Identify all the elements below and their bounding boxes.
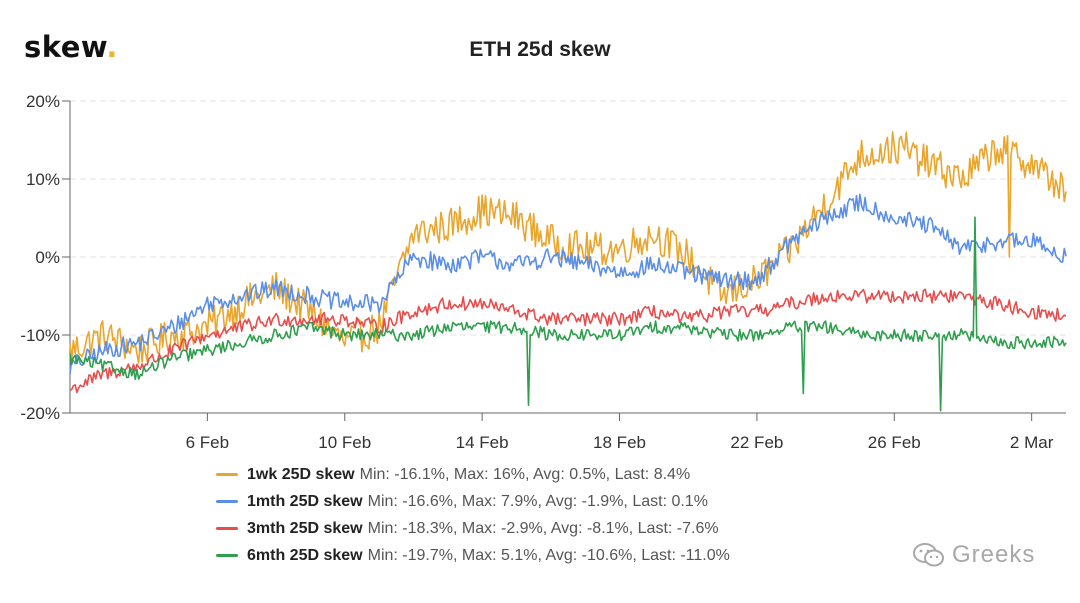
y-tick-label: 10% bbox=[26, 170, 60, 189]
x-tick-label: 14 Feb bbox=[456, 433, 509, 452]
y-tick-label: -10% bbox=[20, 326, 60, 345]
series-line-3mth bbox=[69, 288, 1067, 394]
x-tick-label: 22 Feb bbox=[730, 433, 783, 452]
legend-item[interactable]: 3mth 25D skew Min: -18.3%, Max: -2.9%, Av… bbox=[216, 515, 730, 542]
legend-item[interactable]: 6mth 25D skew Min: -19.7%, Max: 5.1%, Avg… bbox=[216, 542, 730, 569]
legend-item[interactable]: 1wk 25D skew Min: -16.1%, Max: 16%, Avg: … bbox=[216, 461, 730, 488]
legend-swatch bbox=[216, 527, 238, 530]
x-tick-label: 2 Mar bbox=[1010, 433, 1054, 452]
y-tick-label: 20% bbox=[26, 92, 60, 111]
legend-series-name: 1wk 25D skew bbox=[247, 465, 355, 483]
legend-series-name: 3mth 25D skew bbox=[247, 519, 363, 537]
logo-text: skew bbox=[24, 30, 107, 64]
wechat-icon bbox=[913, 543, 944, 567]
legend-item[interactable]: 1mth 25D skew Min: -16.6%, Max: 7.9%, Avg… bbox=[216, 488, 730, 515]
chart-legend: 1wk 25D skew Min: -16.1%, Max: 16%, Avg: … bbox=[216, 461, 730, 569]
legend-series-name: 1mth 25D skew bbox=[247, 492, 363, 510]
legend-swatch bbox=[216, 554, 238, 557]
x-tick-label: 18 Feb bbox=[593, 433, 646, 452]
x-tick-label: 26 Feb bbox=[868, 433, 921, 452]
chart-title: ETH 25d skew bbox=[469, 38, 611, 61]
series-layer bbox=[69, 131, 1067, 412]
logo-dot: . bbox=[106, 30, 118, 64]
watermark-text: Greeks bbox=[952, 541, 1036, 568]
x-tick-label: 10 Feb bbox=[318, 433, 371, 452]
watermark: Greeks bbox=[912, 541, 1035, 569]
legend-swatch bbox=[216, 473, 238, 476]
legend-series-stats: Min: -16.6%, Max: 7.9%, Avg: -1.9%, Last… bbox=[367, 492, 708, 510]
x-tick-label: 6 Feb bbox=[186, 433, 229, 452]
series-line-1mth bbox=[69, 193, 1067, 374]
series-line-1wk bbox=[69, 131, 1067, 364]
y-tick-label: -20% bbox=[20, 404, 60, 423]
series-line-6mth bbox=[69, 216, 1067, 412]
legend-swatch bbox=[216, 500, 238, 503]
axis-layer: -20% -10% 0% 10% 20% 6 Feb 10 Feb 14 Feb 18 Feb 2… bbox=[20, 92, 1066, 452]
legend-series-name: 6mth 25D skew bbox=[247, 546, 363, 564]
grid-layer bbox=[70, 100, 1066, 336]
legend-series-stats: Min: -16.1%, Max: 16%, Avg: 0.5%, Last: … bbox=[359, 465, 691, 483]
legend-series-stats: Min: -18.3%, Max: -2.9%, Avg: -8.1%, Las… bbox=[367, 519, 719, 537]
legend-series-stats: Min: -19.7%, Max: 5.1%, Avg: -10.6%, Las… bbox=[367, 546, 730, 564]
y-tick-label: 0% bbox=[35, 248, 60, 267]
skew-logo: skew. bbox=[24, 30, 118, 64]
